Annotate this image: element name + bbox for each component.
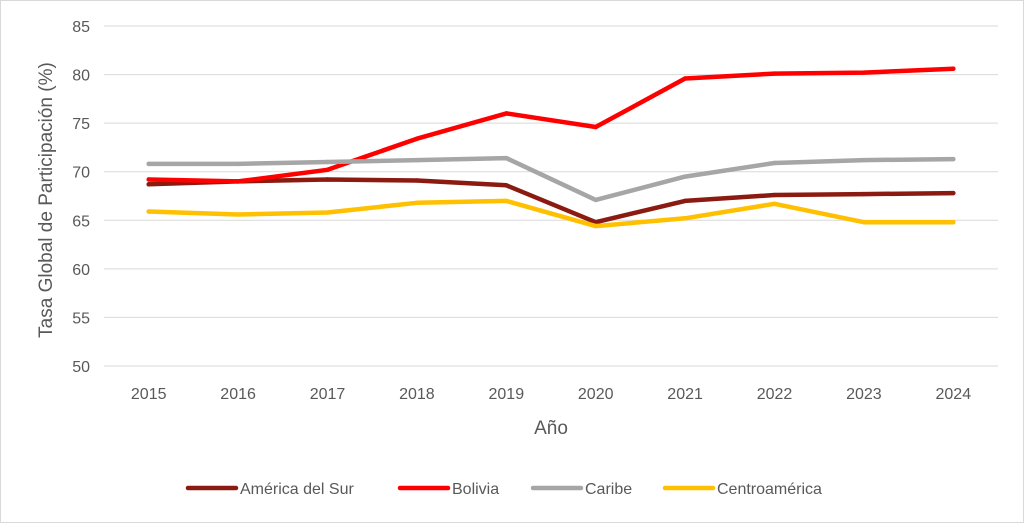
legend-label: Caribe	[585, 481, 632, 498]
y-tick-label: 50	[72, 359, 90, 376]
data-point	[772, 201, 777, 206]
data-point	[593, 124, 598, 130]
series-line-3	[146, 155, 956, 203]
data-point	[146, 177, 151, 182]
data-point	[682, 174, 688, 179]
y-axis-title: Tasa Global de Participación (%)	[36, 62, 57, 338]
data-point	[861, 220, 867, 225]
data-point	[504, 183, 509, 188]
x-tick-label: 2015	[131, 386, 167, 403]
data-point	[682, 198, 688, 204]
data-point	[325, 177, 330, 182]
y-tick-label: 60	[72, 262, 90, 279]
data-point	[504, 111, 509, 116]
x-axis-title: Año	[534, 418, 568, 439]
data-point	[325, 167, 330, 172]
series-lines	[146, 66, 956, 229]
x-tick-label: 2023	[846, 386, 882, 403]
data-point	[951, 156, 956, 162]
data-point	[325, 210, 330, 215]
data-point	[951, 220, 956, 225]
legend-label: Bolivia	[452, 481, 499, 498]
x-tick-label: 2017	[310, 386, 346, 403]
x-tick-label: 2020	[578, 386, 614, 403]
data-point	[146, 161, 151, 167]
y-tick-label: 75	[72, 116, 90, 133]
x-tick-label: 2021	[667, 386, 703, 403]
x-tick-label: 2019	[489, 386, 525, 403]
legend-label: Centroamérica	[717, 481, 822, 498]
data-point	[593, 223, 598, 229]
data-point	[414, 178, 420, 183]
data-point	[235, 212, 241, 217]
data-point	[414, 136, 420, 141]
y-tick-label: 55	[72, 310, 90, 327]
legend-item: Bolivia	[397, 481, 499, 498]
x-axis-ticks: 2015 2016 2017 2018 2019 2020 2021 2022 2023 2024	[131, 386, 971, 403]
series-line-1	[146, 177, 956, 225]
y-axis-ticks: 50 55 60 65 70 75 80 85	[72, 19, 90, 376]
data-point	[146, 182, 151, 187]
data-point	[414, 200, 420, 205]
data-point	[861, 70, 867, 75]
data-point	[951, 190, 956, 196]
data-point	[682, 216, 688, 221]
data-point	[414, 157, 420, 163]
legend-label: América del Sur	[240, 481, 354, 498]
x-tick-label: 2022	[757, 386, 793, 403]
y-tick-label: 65	[72, 213, 90, 230]
data-point	[593, 220, 598, 225]
y-tick-label: 80	[72, 68, 90, 85]
x-tick-label: 2024	[936, 386, 972, 403]
legend-item: Centroamérica	[662, 481, 822, 498]
series-line-4	[146, 198, 956, 229]
data-point	[772, 192, 777, 198]
legend-item: Caribe	[530, 481, 632, 498]
data-point	[682, 76, 688, 81]
data-point	[325, 159, 330, 165]
y-tick-label: 85	[72, 19, 90, 36]
x-tick-label: 2018	[399, 386, 435, 403]
y-tick-label: 70	[72, 165, 90, 182]
data-point	[504, 155, 509, 161]
legend: América del Sur Bolivia Caribe Centroaméric…	[185, 481, 822, 498]
data-point	[235, 161, 241, 167]
data-point	[146, 209, 151, 214]
data-point	[951, 66, 956, 71]
data-point	[593, 197, 598, 203]
data-point	[772, 160, 777, 166]
series-line-2	[146, 66, 956, 184]
legend-item: América del Sur	[185, 481, 354, 498]
data-point	[861, 191, 867, 197]
data-point	[861, 157, 867, 163]
data-point	[235, 179, 241, 184]
data-point	[772, 71, 777, 76]
data-point	[504, 198, 509, 204]
x-tick-label: 2016	[220, 386, 256, 403]
